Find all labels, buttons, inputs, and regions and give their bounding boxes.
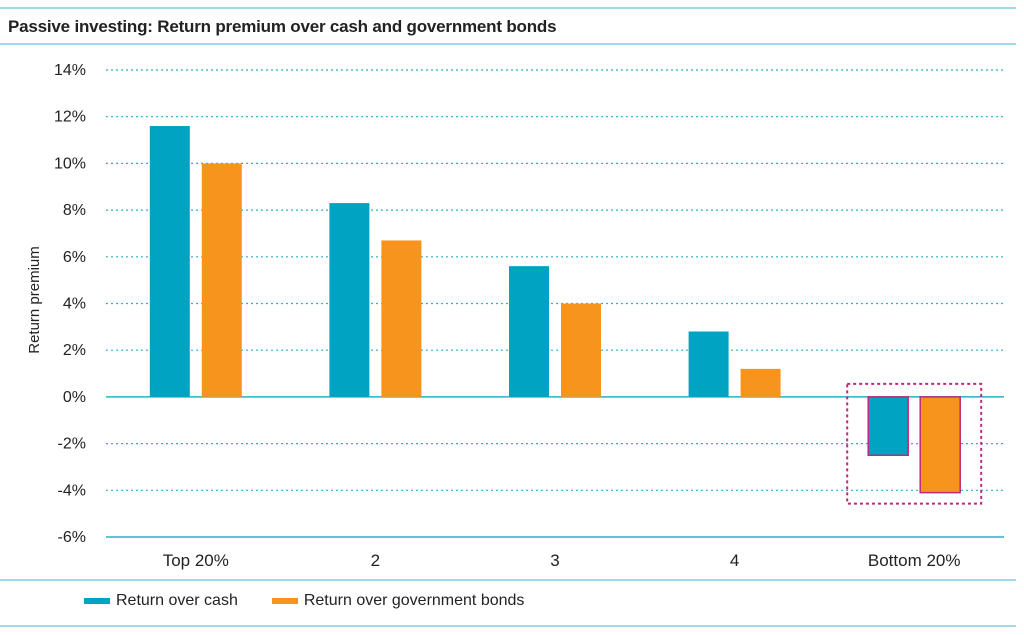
legend: Return over cash Return over government … bbox=[84, 592, 558, 610]
bar-cash bbox=[867, 396, 909, 457]
legend-swatch-bonds bbox=[271, 598, 298, 604]
x-tick-label: 4 bbox=[730, 551, 739, 570]
y-tick-label: 8% bbox=[63, 202, 86, 219]
chart-title: Passive investing: Return premium over c… bbox=[8, 17, 557, 36]
bar-cash bbox=[688, 331, 729, 397]
y-axis-label: Return premium bbox=[26, 246, 43, 354]
y-tick-label: 14% bbox=[54, 62, 86, 79]
bar-bonds bbox=[740, 368, 781, 397]
highlight-box bbox=[846, 382, 983, 505]
bar-cash bbox=[149, 126, 190, 397]
bar-bonds bbox=[201, 163, 242, 397]
legend-label-bonds: Return over government bonds bbox=[303, 592, 525, 609]
y-tick-label: -6% bbox=[58, 529, 86, 546]
x-tick-labels: Top 20% 2 3 4 Bottom 20% bbox=[163, 551, 961, 570]
bars bbox=[149, 126, 961, 494]
x-tick-label: Bottom 20% bbox=[868, 551, 961, 570]
legend-item-bonds: Return over government bonds bbox=[271, 592, 525, 610]
y-tick-label: 12% bbox=[54, 109, 86, 126]
y-tick-label: 0% bbox=[63, 389, 86, 406]
y-tick-labels: 14% 12% 10% 8% 6% 4% 2% 0% -2% -4% -6% bbox=[54, 62, 86, 546]
bar-bonds bbox=[561, 303, 601, 397]
bar-bonds bbox=[381, 240, 422, 397]
bar-cash bbox=[509, 266, 549, 397]
x-tick-label: 3 bbox=[550, 551, 559, 570]
y-tick-label: 4% bbox=[63, 296, 86, 313]
legend-item-cash: Return over cash bbox=[84, 592, 238, 610]
y-tick-label: -2% bbox=[58, 436, 86, 453]
y-tick-label: 10% bbox=[54, 155, 86, 172]
legend-label-cash: Return over cash bbox=[116, 592, 238, 609]
y-tick-label: 2% bbox=[63, 342, 86, 359]
x-tick-label: Top 20% bbox=[163, 551, 229, 570]
y-tick-label: 6% bbox=[63, 249, 86, 266]
bar-cash bbox=[329, 203, 370, 397]
y-tick-label: -4% bbox=[58, 482, 86, 499]
bar-bonds bbox=[919, 396, 961, 494]
legend-swatch-cash bbox=[84, 598, 110, 604]
x-tick-label: 2 bbox=[371, 551, 380, 570]
gridlines bbox=[106, 69, 1004, 538]
